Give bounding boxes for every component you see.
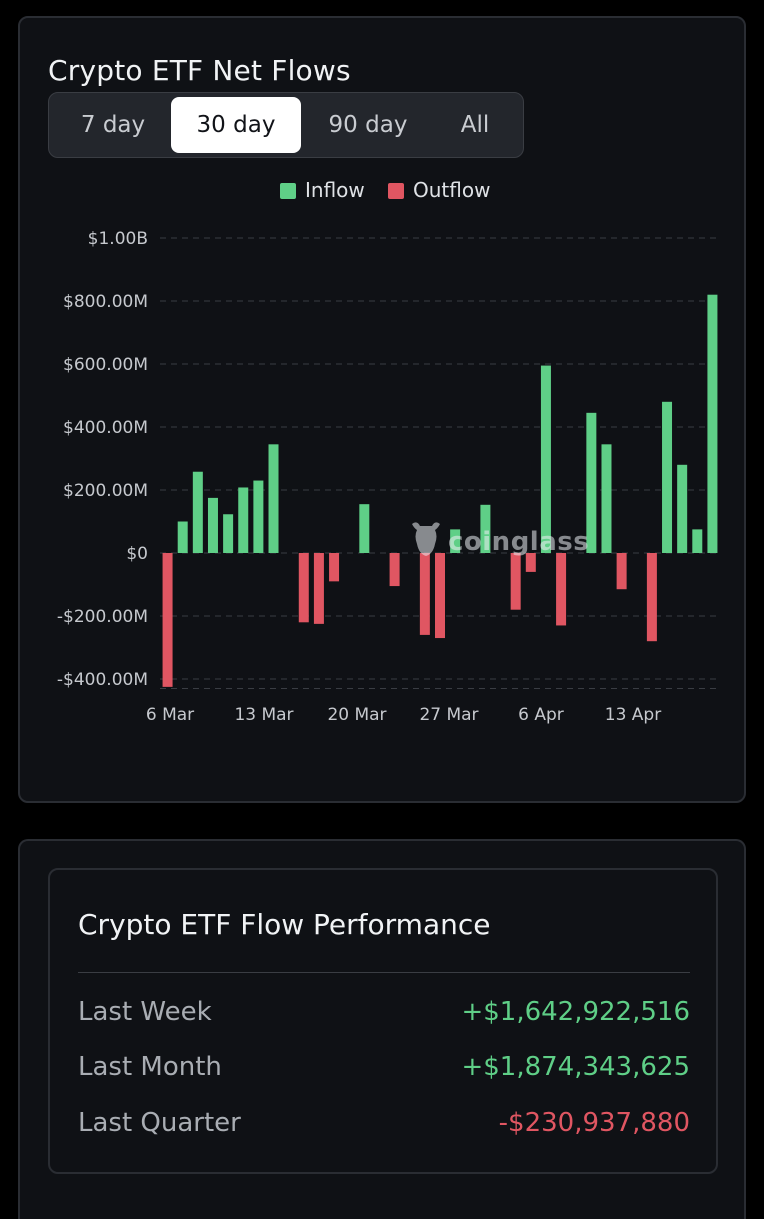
- watermark-text: coinglass: [448, 527, 590, 557]
- inflow-bar[interactable]: [207, 497, 218, 553]
- outflow-bar[interactable]: [419, 553, 430, 635]
- net-flows-card: Crypto ETF Net Flows 7 day 30 day 90 day…: [18, 16, 746, 803]
- x-tick-label: 6 Apr: [518, 705, 564, 725]
- x-tick-label: 27 Mar: [419, 705, 478, 725]
- legend-inflow[interactable]: Inflow: [280, 178, 365, 202]
- tab-all[interactable]: All: [460, 112, 490, 138]
- row-last-month: Last Month +$1,874,343,625: [78, 1052, 690, 1092]
- outflow-bar[interactable]: [329, 553, 340, 582]
- outflow-bar[interactable]: [510, 553, 521, 610]
- x-tick-label: 13 Apr: [605, 705, 661, 725]
- outflow-bar[interactable]: [313, 553, 324, 624]
- outflow-bar[interactable]: [298, 553, 309, 623]
- legend-outflow[interactable]: Outflow: [388, 178, 490, 202]
- inflow-bar[interactable]: [540, 365, 551, 553]
- y-tick-label: $400.00M: [63, 418, 148, 438]
- inflow-bar[interactable]: [662, 401, 673, 553]
- net-flows-chart: $1.00B $800.00M $600.00M $400.00M $200.00M $0…: [57, 229, 720, 725]
- outflow-bar[interactable]: [616, 553, 627, 590]
- inflow-bar[interactable]: [238, 487, 249, 553]
- inflow-bar[interactable]: [177, 521, 188, 554]
- inflow-bar[interactable]: [601, 444, 612, 553]
- inflow-bar[interactable]: [586, 412, 597, 553]
- inflow-bar[interactable]: [268, 444, 279, 553]
- y-tick-label: $200.00M: [63, 481, 148, 501]
- outflow-bar[interactable]: [435, 553, 445, 639]
- y-tick-label: -$200.00M: [57, 607, 148, 627]
- row-last-quarter: Last Quarter -$230,937,880: [78, 1108, 690, 1148]
- divider: [78, 972, 690, 973]
- row-value: +$1,642,922,516: [461, 997, 690, 1027]
- row-last-week: Last Week +$1,642,922,516: [78, 997, 690, 1037]
- y-tick-label: $0: [126, 544, 148, 564]
- inflow-bar[interactable]: [692, 529, 703, 553]
- row-label: Last Quarter: [78, 1108, 241, 1138]
- coinglass-watermark: coinglass: [408, 518, 589, 565]
- inflow-bar[interactable]: [192, 471, 203, 553]
- performance-panel: Crypto ETF Flow Performance Last Week +$…: [48, 868, 718, 1174]
- bull-logo-icon: [408, 518, 444, 565]
- row-value: -$230,937,880: [498, 1108, 690, 1138]
- x-tick-label: 6 Mar: [146, 705, 194, 725]
- outflow-bar[interactable]: [556, 553, 567, 626]
- inflow-bar[interactable]: [677, 464, 688, 553]
- inflow-swatch: [280, 183, 296, 199]
- x-tick-label: 20 Mar: [327, 705, 386, 725]
- legend-outflow-label: Outflow: [413, 178, 491, 202]
- outflow-bar[interactable]: [162, 553, 173, 687]
- tab-7-day[interactable]: 7 day: [80, 112, 146, 138]
- inflow-bar[interactable]: [253, 480, 264, 553]
- tab-30-day[interactable]: 30 day: [171, 97, 301, 153]
- performance-title: Crypto ETF Flow Performance: [78, 908, 491, 941]
- x-tick-label: 13 Mar: [234, 705, 293, 725]
- legend-inflow-label: Inflow: [305, 178, 365, 202]
- y-tick-label: $600.00M: [63, 355, 148, 375]
- row-label: Last Week: [78, 997, 212, 1027]
- inflow-bar[interactable]: [223, 514, 234, 553]
- row-label: Last Month: [78, 1052, 222, 1082]
- card-title: Crypto ETF Net Flows: [48, 54, 351, 87]
- tab-90-day[interactable]: 90 day: [328, 112, 408, 138]
- y-tick-label: $1.00B: [88, 229, 148, 249]
- y-tick-label: $800.00M: [63, 292, 148, 312]
- y-tick-label: -$400.00M: [57, 670, 148, 690]
- outflow-bar[interactable]: [389, 553, 400, 587]
- outflow-bar[interactable]: [525, 553, 536, 572]
- period-selector: 7 day 30 day 90 day All: [48, 92, 524, 158]
- outflow-bar[interactable]: [646, 553, 657, 642]
- inflow-bar[interactable]: [480, 504, 491, 553]
- flow-performance-card: Crypto ETF Flow Performance Last Week +$…: [18, 839, 746, 1219]
- inflow-bar[interactable]: [359, 504, 370, 553]
- outflow-swatch: [388, 183, 404, 199]
- inflow-bar[interactable]: [707, 294, 718, 553]
- inflow-bar[interactable]: [450, 529, 461, 553]
- row-value: +$1,874,343,625: [461, 1052, 690, 1082]
